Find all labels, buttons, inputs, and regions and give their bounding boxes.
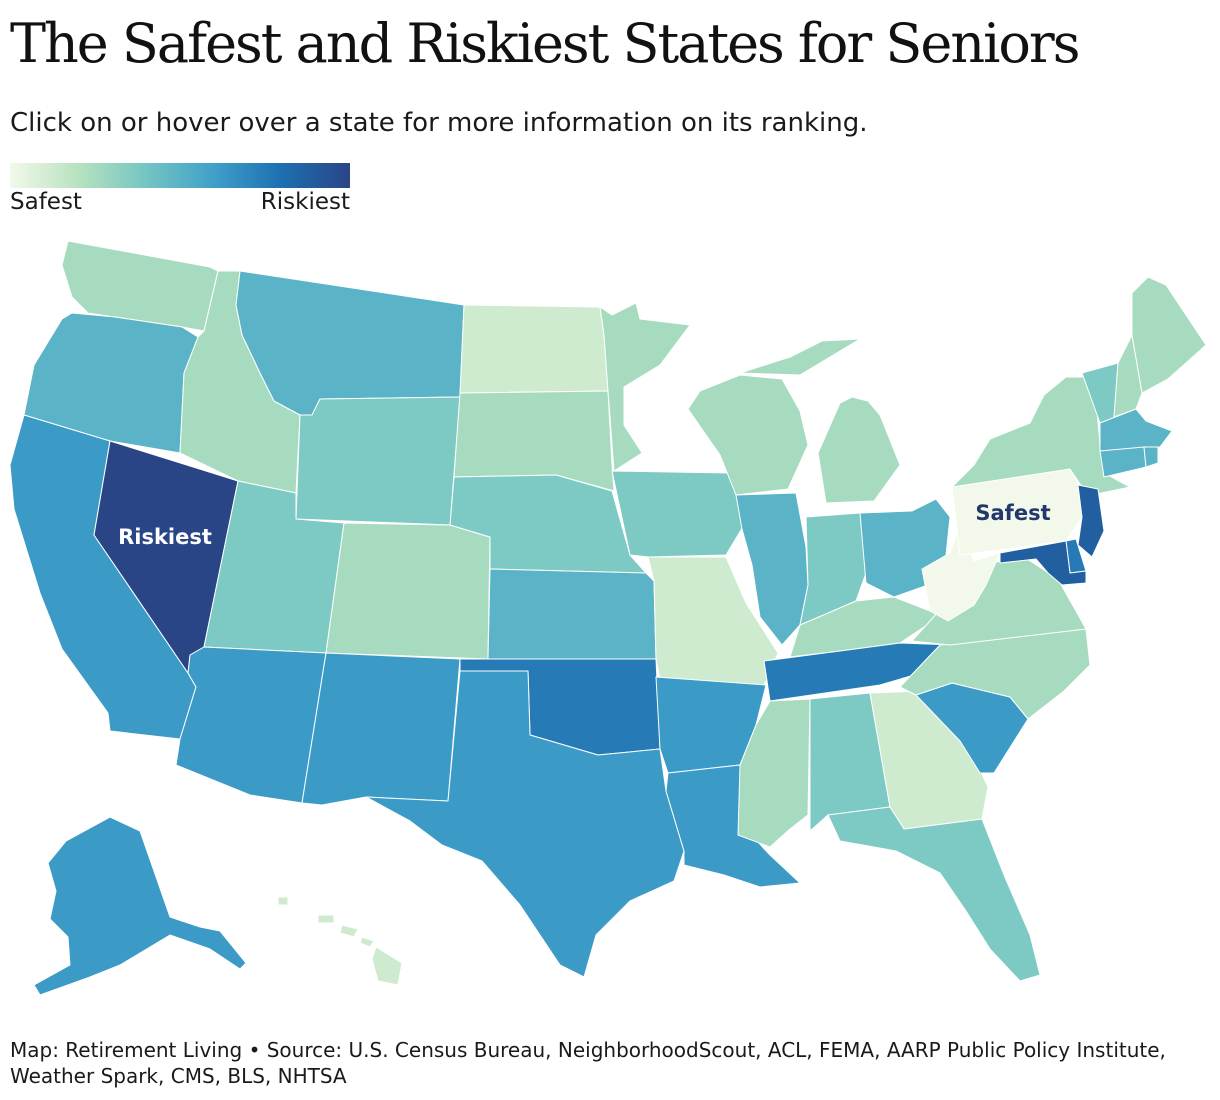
state-MD[interactable]: Maryland: [999, 540, 1087, 586]
legend-labels: Safest Riskiest: [10, 189, 350, 215]
state-RI[interactable]: Rhode Island: [1143, 446, 1159, 468]
state-FL[interactable]: Florida: [827, 806, 1041, 982]
state-AZ[interactable]: Arizona: [175, 646, 327, 804]
callout-safest: Safest: [975, 501, 1050, 525]
color-legend: Safest Riskiest: [10, 163, 350, 215]
state-NM[interactable]: New Mexico: [301, 652, 461, 806]
state-KS[interactable]: Kansas: [487, 568, 657, 660]
state-WY[interactable]: Wyoming: [295, 396, 461, 526]
state-CT[interactable]: Connecticut: [1099, 446, 1147, 478]
state-HI[interactable]: Hawaii: [277, 896, 403, 986]
state-CO[interactable]: Colorado: [325, 522, 491, 660]
state-IL[interactable]: Illinois: [735, 492, 809, 646]
legend-low-label: Safest: [10, 189, 82, 215]
page-title: The Safest and Riskiest States for Senio…: [10, 12, 1080, 75]
state-MN[interactable]: Minnesota: [599, 302, 691, 472]
state-MI[interactable]: Michigan: [739, 338, 901, 504]
state-ND[interactable]: North Dakota: [459, 304, 609, 394]
state-MT[interactable]: Montana: [235, 270, 465, 416]
state-NH[interactable]: New Hampshire: [1113, 334, 1143, 418]
legend-high-label: Riskiest: [260, 189, 350, 215]
us-map: Washington Oregon California Nevada Idah…: [9, 240, 1207, 996]
state-ME[interactable]: Maine: [1131, 276, 1207, 394]
state-NJ[interactable]: New Jersey: [1077, 484, 1105, 558]
subtitle: Click on or hover over a state for more …: [10, 108, 868, 138]
state-IA[interactable]: Iowa: [611, 470, 749, 558]
legend-gradient-bar: [10, 163, 350, 188]
callout-riskiest: Riskiest: [118, 525, 212, 549]
source-note: Map: Retirement Living • Source: U.S. Ce…: [10, 1038, 1166, 1088]
state-WI[interactable]: Wisconsin: [687, 374, 809, 496]
state-MS[interactable]: Mississippi: [737, 698, 811, 848]
state-WV[interactable]: West Virginia: [921, 524, 1001, 622]
state-AK[interactable]: Alaska: [33, 816, 247, 996]
state-TX[interactable]: Texas: [365, 670, 685, 978]
